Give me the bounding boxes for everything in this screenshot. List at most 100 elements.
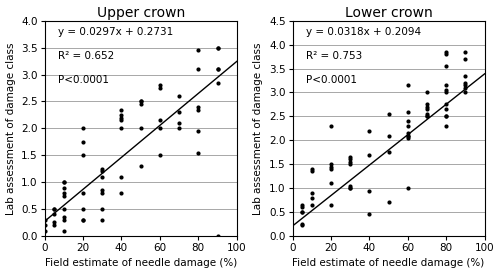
Point: [442, 83, 450, 87]
Point: [404, 133, 412, 138]
Point: [308, 195, 316, 200]
X-axis label: Field estimate of needle damage (%): Field estimate of needle damage (%): [292, 258, 484, 269]
Point: [118, 113, 126, 117]
Point: [175, 121, 183, 125]
Point: [60, 215, 68, 219]
Point: [50, 223, 58, 227]
Point: [423, 90, 431, 95]
Point: [194, 105, 202, 109]
Point: [327, 162, 335, 166]
Point: [60, 180, 68, 184]
Point: [214, 45, 222, 50]
Point: [156, 153, 164, 158]
Point: [79, 207, 87, 211]
Point: [60, 185, 68, 190]
Point: [308, 167, 316, 171]
Point: [298, 222, 306, 226]
Point: [366, 212, 374, 217]
Point: [308, 191, 316, 195]
Point: [404, 131, 412, 135]
Point: [308, 203, 316, 207]
Y-axis label: Lab assessment of damage class: Lab assessment of damage class: [6, 42, 16, 215]
Point: [384, 112, 392, 116]
Point: [366, 152, 374, 157]
Point: [404, 136, 412, 140]
Point: [298, 210, 306, 214]
Point: [194, 48, 202, 53]
Point: [50, 207, 58, 211]
Point: [384, 200, 392, 205]
Point: [366, 129, 374, 133]
Point: [404, 133, 412, 138]
Point: [214, 67, 222, 71]
Text: y = 0.0318x + 0.2094: y = 0.0318x + 0.2094: [306, 27, 421, 37]
Point: [404, 109, 412, 114]
Point: [442, 107, 450, 112]
Point: [442, 102, 450, 107]
Point: [50, 220, 58, 225]
Text: R² = 0.652: R² = 0.652: [58, 51, 114, 61]
Point: [442, 50, 450, 54]
Point: [442, 90, 450, 95]
Point: [60, 193, 68, 198]
Point: [40, 223, 48, 227]
Point: [404, 124, 412, 128]
Point: [298, 205, 306, 209]
Point: [98, 218, 106, 222]
Point: [442, 124, 450, 128]
Point: [384, 150, 392, 155]
Text: P<0.0001: P<0.0001: [58, 75, 109, 84]
Point: [462, 73, 469, 78]
Point: [404, 119, 412, 123]
Point: [98, 207, 106, 211]
Point: [156, 83, 164, 87]
Text: P<0.0001: P<0.0001: [306, 75, 357, 84]
Point: [308, 169, 316, 173]
Point: [98, 191, 106, 195]
Point: [327, 203, 335, 207]
Point: [423, 114, 431, 119]
Point: [98, 167, 106, 171]
Point: [214, 67, 222, 71]
Point: [423, 105, 431, 109]
Point: [136, 102, 144, 106]
Point: [462, 85, 469, 90]
Point: [136, 99, 144, 104]
Point: [60, 191, 68, 195]
Point: [118, 175, 126, 179]
Point: [79, 218, 87, 222]
Point: [462, 81, 469, 85]
Point: [175, 110, 183, 114]
Point: [194, 150, 202, 155]
Point: [60, 207, 68, 211]
Point: [442, 52, 450, 56]
Point: [346, 157, 354, 162]
Point: [50, 207, 58, 211]
Y-axis label: Lab assessment of damage class: Lab assessment of damage class: [254, 42, 264, 215]
Point: [462, 90, 469, 95]
Text: R² = 0.753: R² = 0.753: [306, 51, 362, 61]
Point: [214, 80, 222, 85]
Point: [404, 186, 412, 190]
Point: [79, 126, 87, 130]
Title: Lower crown: Lower crown: [344, 5, 432, 19]
Point: [175, 94, 183, 98]
Point: [136, 126, 144, 130]
Point: [442, 88, 450, 92]
Point: [156, 86, 164, 90]
Point: [98, 175, 106, 179]
Point: [194, 107, 202, 112]
Point: [423, 114, 431, 119]
Point: [298, 223, 306, 228]
Point: [118, 126, 126, 130]
Point: [462, 50, 469, 54]
Point: [346, 186, 354, 190]
Title: Upper crown: Upper crown: [96, 5, 185, 19]
Point: [40, 228, 48, 233]
Point: [462, 57, 469, 61]
Point: [327, 164, 335, 169]
Point: [423, 112, 431, 116]
Point: [298, 210, 306, 214]
Point: [156, 118, 164, 122]
Point: [79, 139, 87, 144]
